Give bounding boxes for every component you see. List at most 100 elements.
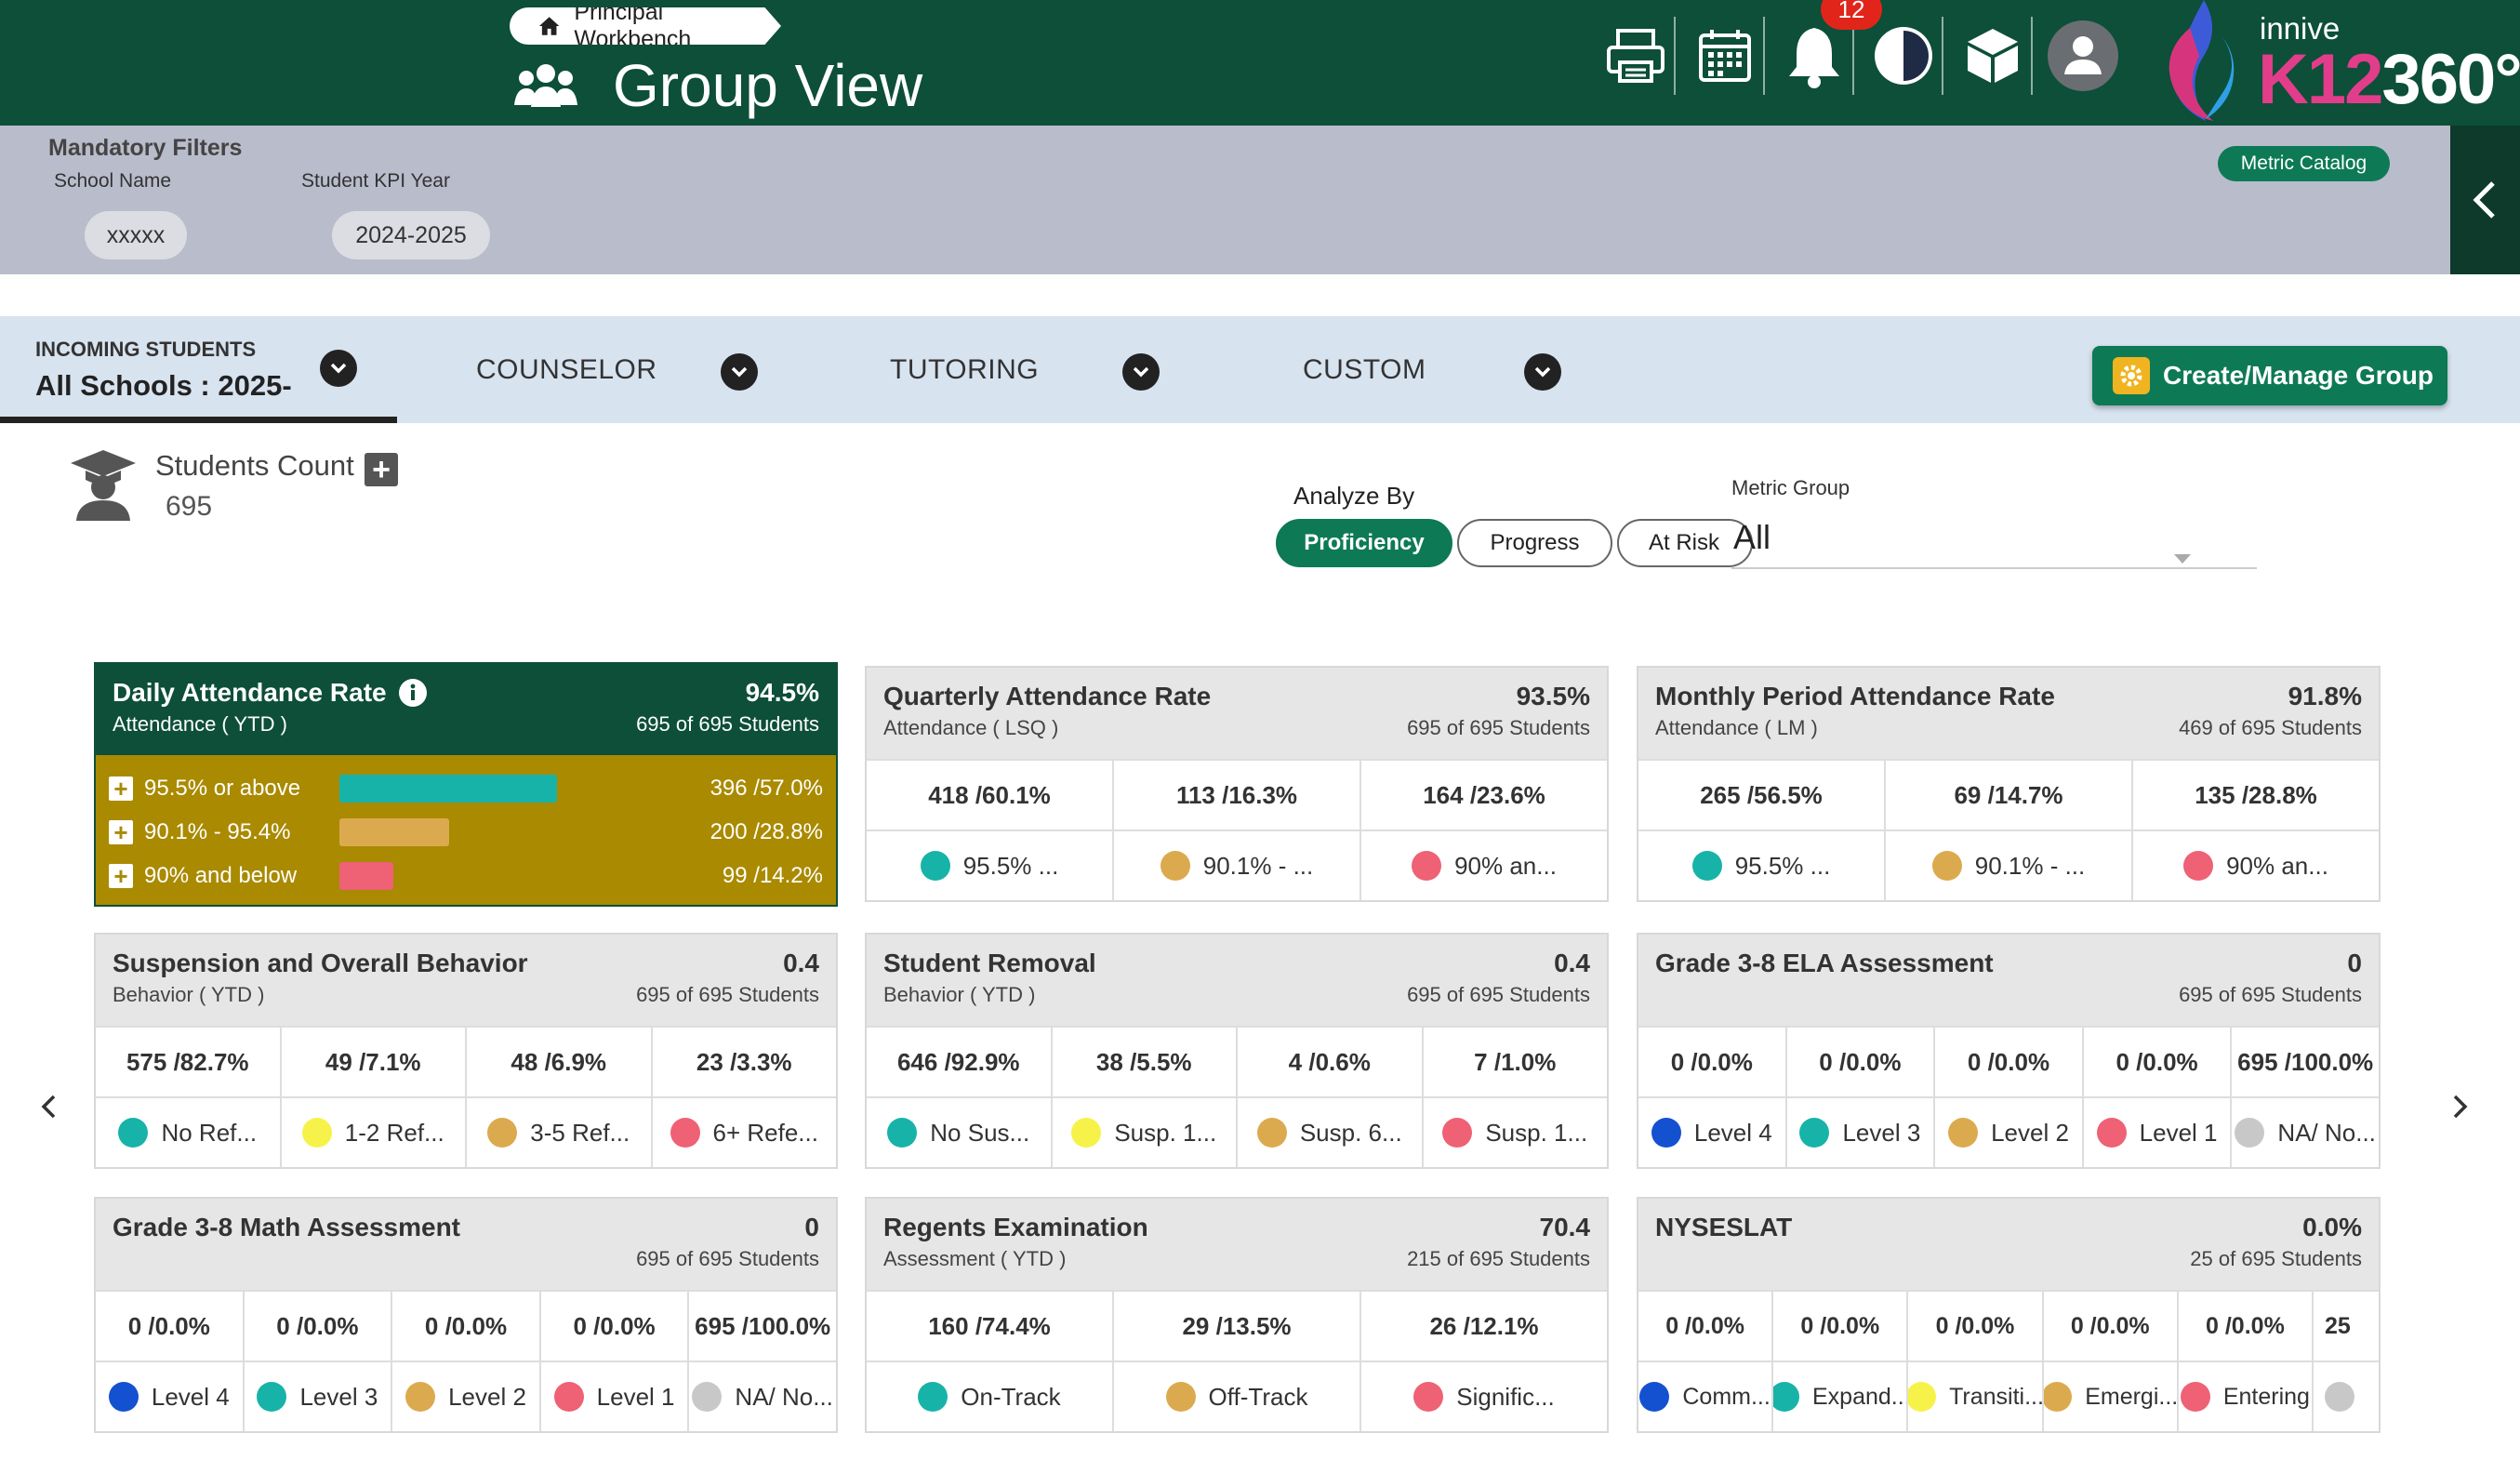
collapse-panel-button[interactable] — [2450, 126, 2520, 274]
metric-card[interactable]: Quarterly Attendance Rate Attendance ( LS… — [865, 666, 1609, 902]
legend-item[interactable]: Transiti... — [1908, 1362, 2044, 1431]
legend-item[interactable]: Emergi... — [2043, 1362, 2179, 1431]
legend-item[interactable]: Level 3 — [1787, 1098, 1936, 1167]
legend-item[interactable]: Level 1 — [541, 1362, 690, 1431]
legend-item[interactable]: Signific... — [1361, 1362, 1607, 1431]
legend-item[interactable]: Entering — [2179, 1362, 2314, 1431]
metric-value-cell[interactable]: 0 /0.0% — [1638, 1028, 1787, 1096]
expand-plus-icon[interactable]: + — [109, 863, 133, 888]
previous-page-arrow-icon[interactable] — [35, 1093, 63, 1121]
legend-item[interactable]: 1-2 Ref... — [282, 1098, 467, 1167]
metric-value-cell[interactable]: 38 /5.5% — [1053, 1028, 1238, 1096]
metric-value-cell[interactable]: 0 /0.0% — [1638, 1292, 1774, 1360]
principal-workbench-link[interactable]: Principal Workbench — [510, 7, 781, 45]
metric-value-cell[interactable]: 26 /12.1% — [1429, 1311, 1539, 1340]
chevron-down-icon[interactable] — [320, 350, 357, 387]
legend-item[interactable]: Expand... — [1773, 1362, 1909, 1431]
metric-value-cell[interactable]: 0 /0.0% — [2179, 1292, 2314, 1360]
calendar-icon[interactable] — [1687, 17, 1765, 95]
legend-item[interactable]: 3-5 Ref... — [467, 1098, 653, 1167]
chevron-down-icon[interactable] — [1524, 353, 1561, 391]
metric-value-cell[interactable]: 0 /0.0% — [96, 1292, 245, 1360]
metric-value-cell[interactable]: 48 /6.9% — [467, 1028, 653, 1096]
metric-value-cell[interactable]: 695 /100.0% — [695, 1311, 831, 1340]
legend-item[interactable]: NA/ No... — [689, 1362, 836, 1431]
legend-item[interactable]: No Ref... — [96, 1098, 282, 1167]
chevron-down-icon[interactable] — [1122, 353, 1160, 391]
metric-value-cell[interactable]: 418 /60.1% — [867, 761, 1114, 830]
metric-value-cell[interactable]: 29 /13.5% — [1114, 1292, 1361, 1360]
legend-item[interactable]: Level 2 — [392, 1362, 541, 1431]
legend-item[interactable]: No Sus... — [867, 1098, 1053, 1167]
metric-value-cell[interactable]: 4 /0.6% — [1238, 1028, 1424, 1096]
metric-card[interactable]: Monthly Period Attendance Rate Attendance… — [1637, 666, 2381, 902]
tab-custom[interactable]: CUSTOM — [1303, 316, 1426, 423]
metric-card[interactable]: Suspension and Overall Behavior Behavior … — [94, 933, 838, 1169]
legend-item[interactable]: Level 1 — [2084, 1098, 2233, 1167]
legend-item[interactable]: Susp. 6... — [1238, 1098, 1424, 1167]
tab-counselor[interactable]: COUNSELOR — [476, 316, 657, 423]
metric-value-cell[interactable]: 0 /0.0% — [392, 1292, 541, 1360]
printer-icon[interactable] — [1598, 17, 1676, 95]
breakdown-row[interactable]: +95.5% or above 396 /57.0% — [109, 766, 823, 810]
metric-value-cell[interactable]: 575 /82.7% — [96, 1028, 282, 1096]
legend-item[interactable]: Comm... — [1638, 1362, 1774, 1431]
legend-item[interactable]: Level 4 — [1638, 1098, 1787, 1167]
metric-value-cell[interactable]: 265 /56.5% — [1638, 761, 1886, 830]
analyze-at-risk-button[interactable]: At Risk — [1617, 519, 1753, 567]
cube-icon[interactable] — [1955, 17, 2033, 95]
chevron-down-icon[interactable] — [721, 353, 758, 391]
metric-card[interactable]: Student Removal Behavior ( YTD ) 0.4 695 of… — [865, 933, 1609, 1169]
legend-item[interactable]: Level 4 — [96, 1362, 245, 1431]
legend-item[interactable]: 90% an... — [2133, 831, 2379, 900]
legend-item[interactable]: Level 3 — [245, 1362, 393, 1431]
legend-item[interactable]: Off-Track — [1114, 1362, 1361, 1431]
metric-value-cell[interactable]: 0 /0.0% — [1935, 1028, 2084, 1096]
bell-icon[interactable] — [1776, 17, 1854, 95]
school-name-select[interactable]: xxxxx — [85, 211, 187, 259]
metric-value-cell[interactable]: 0 /0.0% — [541, 1292, 690, 1360]
analyze-progress-button[interactable]: Progress — [1457, 519, 1612, 567]
metric-value-cell[interactable]: 695 /100.0% — [2237, 1047, 2374, 1076]
legend-item[interactable]: 95.5% ... — [867, 831, 1114, 900]
metric-value-cell[interactable]: 0 /0.0% — [1787, 1028, 1936, 1096]
legend-item[interactable]: NA/ No... — [2232, 1098, 2379, 1167]
metric-value-cell[interactable]: 0 /0.0% — [2084, 1028, 2233, 1096]
tab-incoming-students[interactable]: INCOMING STUDENTS All Schools : 2025- — [35, 316, 292, 423]
metric-value-cell[interactable]: 0 /0.0% — [2044, 1292, 2179, 1360]
breakdown-row[interactable]: +90.1% - 95.4% 200 /28.8% — [109, 810, 823, 854]
legend-item[interactable]: Susp. 1... — [1424, 1098, 1608, 1167]
metric-value-cell[interactable]: 7 /1.0% — [1474, 1047, 1557, 1076]
expand-plus-icon[interactable]: + — [109, 819, 133, 844]
next-page-arrow-icon[interactable] — [2446, 1093, 2474, 1121]
breakdown-row[interactable]: +90% and below 99 /14.2% — [109, 854, 823, 897]
add-students-button[interactable]: + — [365, 453, 398, 486]
metric-value-cell[interactable]: 0 /0.0% — [1773, 1292, 1909, 1360]
metric-value-cell[interactable]: 0 /0.0% — [1908, 1292, 2044, 1360]
dropdown-arrow-icon[interactable] — [2174, 554, 2191, 564]
metric-value-cell[interactable]: 0 /0.0% — [245, 1292, 393, 1360]
analyze-proficiency-button[interactable]: Proficiency — [1276, 519, 1452, 567]
student-kpi-year-select[interactable]: 2024-2025 — [332, 211, 490, 259]
metric-value-cell[interactable]: 646 /92.9% — [867, 1028, 1053, 1096]
metric-card[interactable]: NYSESLAT 0.0% 25 of 695 Students 0 /0.0% 0 /… — [1637, 1197, 2381, 1433]
metric-catalog-button[interactable]: Metric Catalog — [2218, 146, 2390, 181]
metric-value-cell[interactable]: 23 /3.3% — [696, 1047, 792, 1076]
legend-item[interactable]: 90% an... — [1361, 831, 1607, 900]
metric-value-cell[interactable]: 160 /74.4% — [867, 1292, 1114, 1360]
legend-item[interactable]: 90.1% - ... — [1886, 831, 2133, 900]
tab-tutoring[interactable]: TUTORING — [890, 316, 1039, 423]
legend-item[interactable]: On-Track — [867, 1362, 1114, 1431]
contrast-icon[interactable] — [1865, 17, 1943, 95]
metric-card[interactable]: Grade 3-8 ELA Assessment 0 695 of 695 Stud… — [1637, 933, 2381, 1169]
metric-value-cell[interactable]: 25 — [2325, 1312, 2351, 1339]
metric-card[interactable]: Grade 3-8 Math Assessment 0 695 of 695 Stu… — [94, 1197, 838, 1433]
metric-value-cell[interactable]: 113 /16.3% — [1114, 761, 1361, 830]
legend-item[interactable]: 6+ Refe... — [653, 1098, 837, 1167]
user-avatar-icon[interactable] — [2044, 17, 2122, 95]
legend-item[interactable]: 90.1% - ... — [1114, 831, 1361, 900]
metric-card[interactable]: Regents Examination Assessment ( YTD ) 70.… — [865, 1197, 1609, 1433]
legend-item[interactable]: 95.5% ... — [1638, 831, 1886, 900]
metric-value-cell[interactable]: 164 /23.6% — [1423, 780, 1545, 809]
expand-plus-icon[interactable]: + — [109, 776, 133, 801]
